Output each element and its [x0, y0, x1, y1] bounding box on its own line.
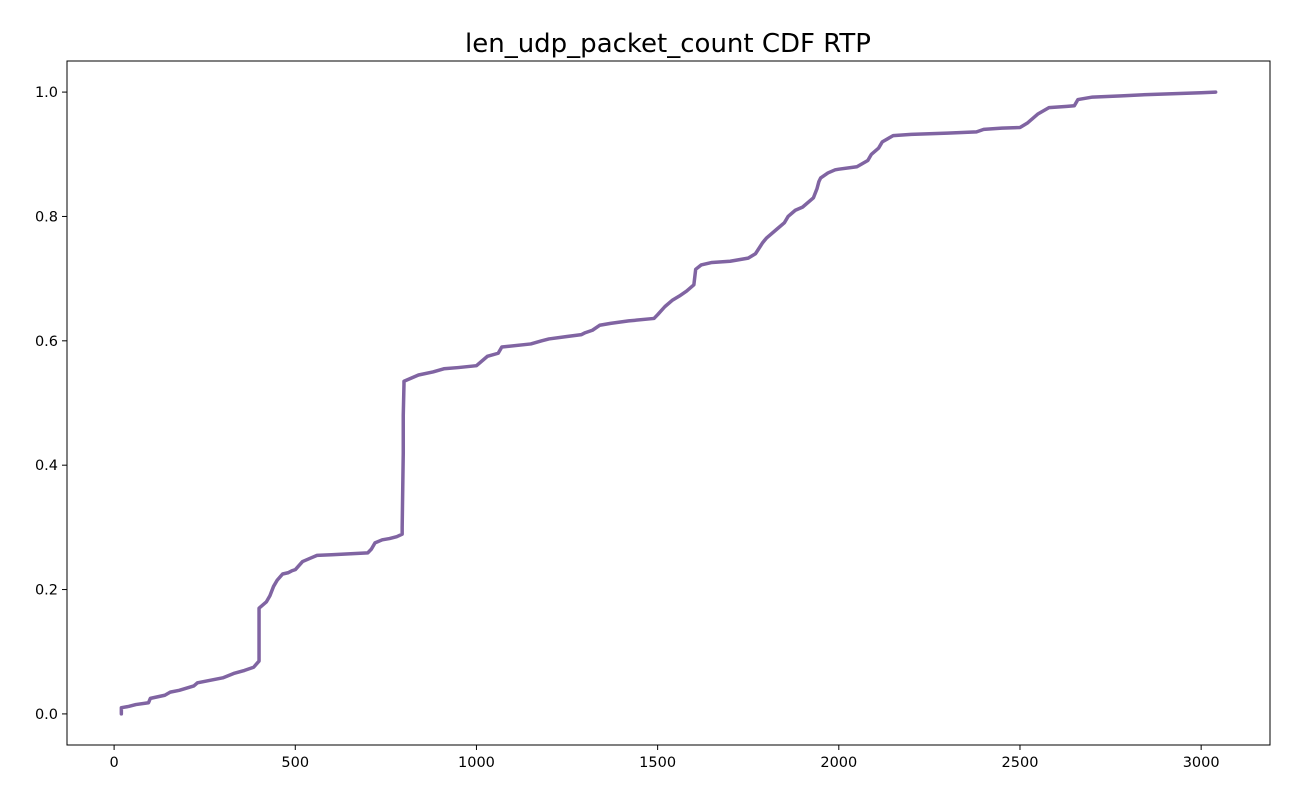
- series-layer: [119, 90, 1218, 716]
- y-tick-label: 0.0: [35, 707, 58, 723]
- y-tick-label: 0.2: [35, 583, 58, 599]
- y-tick-label: 0.4: [35, 458, 58, 474]
- x-tick-label: 2000: [820, 755, 857, 771]
- plot-area-frame: [66, 60, 1271, 746]
- y-tick-label: 0.8: [35, 209, 58, 225]
- x-axis: 0 500 1000 1500 2000 2500 3000: [109, 745, 1220, 771]
- x-tick-label: 0: [109, 755, 118, 771]
- x-tick-label: 2500: [1002, 755, 1039, 771]
- x-tick-label: 1000: [458, 755, 495, 771]
- x-tick-label: 1500: [639, 755, 676, 771]
- y-tick-label: 0.6: [35, 334, 58, 350]
- x-tick-label: 3000: [1183, 755, 1220, 771]
- y-axis: 0.0 0.2 0.4 0.6 0.8 1.0: [35, 85, 67, 723]
- chart-title: len_udp_packet_count CDF RTP: [465, 29, 871, 59]
- x-tick-label: 500: [281, 755, 309, 771]
- y-tick-label: 1.0: [35, 85, 58, 101]
- cdf-series-line: [119, 90, 1218, 716]
